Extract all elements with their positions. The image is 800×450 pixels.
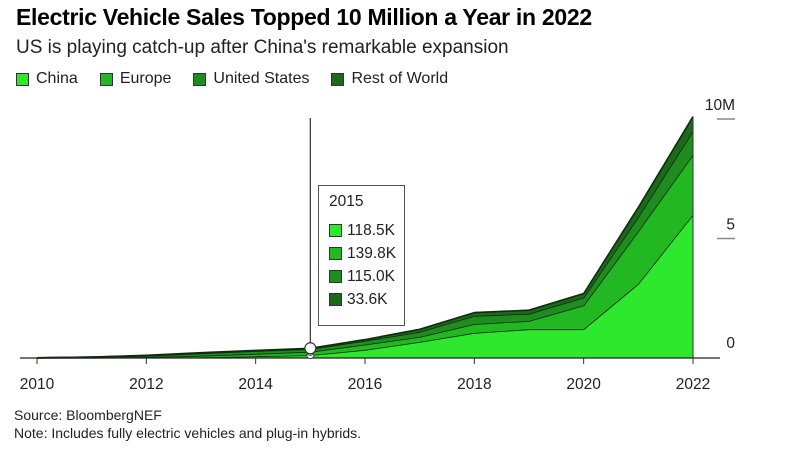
tooltip-value-europe: 139.8K [347, 244, 397, 262]
tooltip-swatch-china [329, 224, 342, 237]
legend-item-china[interactable]: China [16, 70, 78, 88]
legend-item-rest-of-world[interactable]: Rest of World [331, 70, 448, 88]
legend: China Europe United States Rest of World [16, 70, 470, 88]
legend-label-china: China [36, 70, 78, 87]
tooltip-swatch-rest-of-world [329, 293, 342, 306]
tooltip-value-united-states: 115.0K [347, 267, 395, 285]
legend-label-europe: Europe [119, 70, 172, 87]
legend-swatch-rest-of-world [331, 72, 345, 86]
line-rest-of-world [36, 116, 694, 359]
legend-item-united-states[interactable]: United States [193, 70, 309, 88]
footer: Source: BloombergNEF Note: Includes full… [14, 406, 361, 442]
hover-point-total [304, 342, 317, 355]
tooltip-swatch-europe [329, 247, 342, 260]
chart-title: Electric Vehicle Sales Topped 10 Million… [16, 4, 592, 30]
legend-label-united-states: United States [213, 70, 310, 87]
area-china [37, 214, 693, 358]
x-tick-label-2020: 2020 [566, 376, 601, 393]
tooltip-year: 2015 [329, 193, 364, 210]
hover-markers [304, 118, 317, 360]
source-note: Source: BloombergNEF [14, 407, 162, 423]
x-tick-label-2018: 2018 [457, 376, 491, 393]
legend-swatch-europe [99, 72, 113, 86]
axes: 2010 2012 2014 2016 2018 2020 2022 0 5 10M [20, 97, 736, 393]
legend-item-europe[interactable]: Europe [99, 70, 172, 88]
tooltip-row-europe: 139.8K [329, 242, 404, 265]
tooltip-value-china: 118.5K [347, 221, 395, 239]
legend-label-rest-of-world: Rest of World [351, 70, 449, 87]
tooltip-row-china: 118.5K [329, 219, 404, 242]
tooltip-swatch-united-states [329, 270, 342, 283]
y-tick-label-10M: 10M [705, 97, 735, 114]
x-tick-label-2022: 2022 [676, 376, 710, 393]
tooltip-row-rest-of-world: 33.6K [329, 288, 404, 311]
area-layers [36, 116, 694, 359]
x-tick-label-2014: 2014 [238, 376, 273, 393]
chart-subtitle: US is playing catch-up after China's rem… [16, 37, 509, 58]
y-tick-label-5: 5 [726, 217, 735, 234]
x-tick-label-2012: 2012 [129, 376, 163, 393]
legend-swatch-china [16, 72, 29, 86]
footnote: Note: Includes fully electric vehicles a… [14, 425, 362, 441]
x-tick-label-2010: 2010 [20, 376, 55, 393]
x-tick-label-2016: 2016 [348, 376, 382, 393]
legend-swatch-united-states [193, 72, 207, 86]
tooltip-row-united-states: 115.0K [329, 265, 404, 288]
tooltip-value-rest-of-world: 33.6K [347, 290, 388, 308]
hover-tooltip: 2015 118.5K 139.8K 115.0K 33.6K [318, 185, 405, 326]
y-tick-label-0: 0 [726, 335, 735, 352]
